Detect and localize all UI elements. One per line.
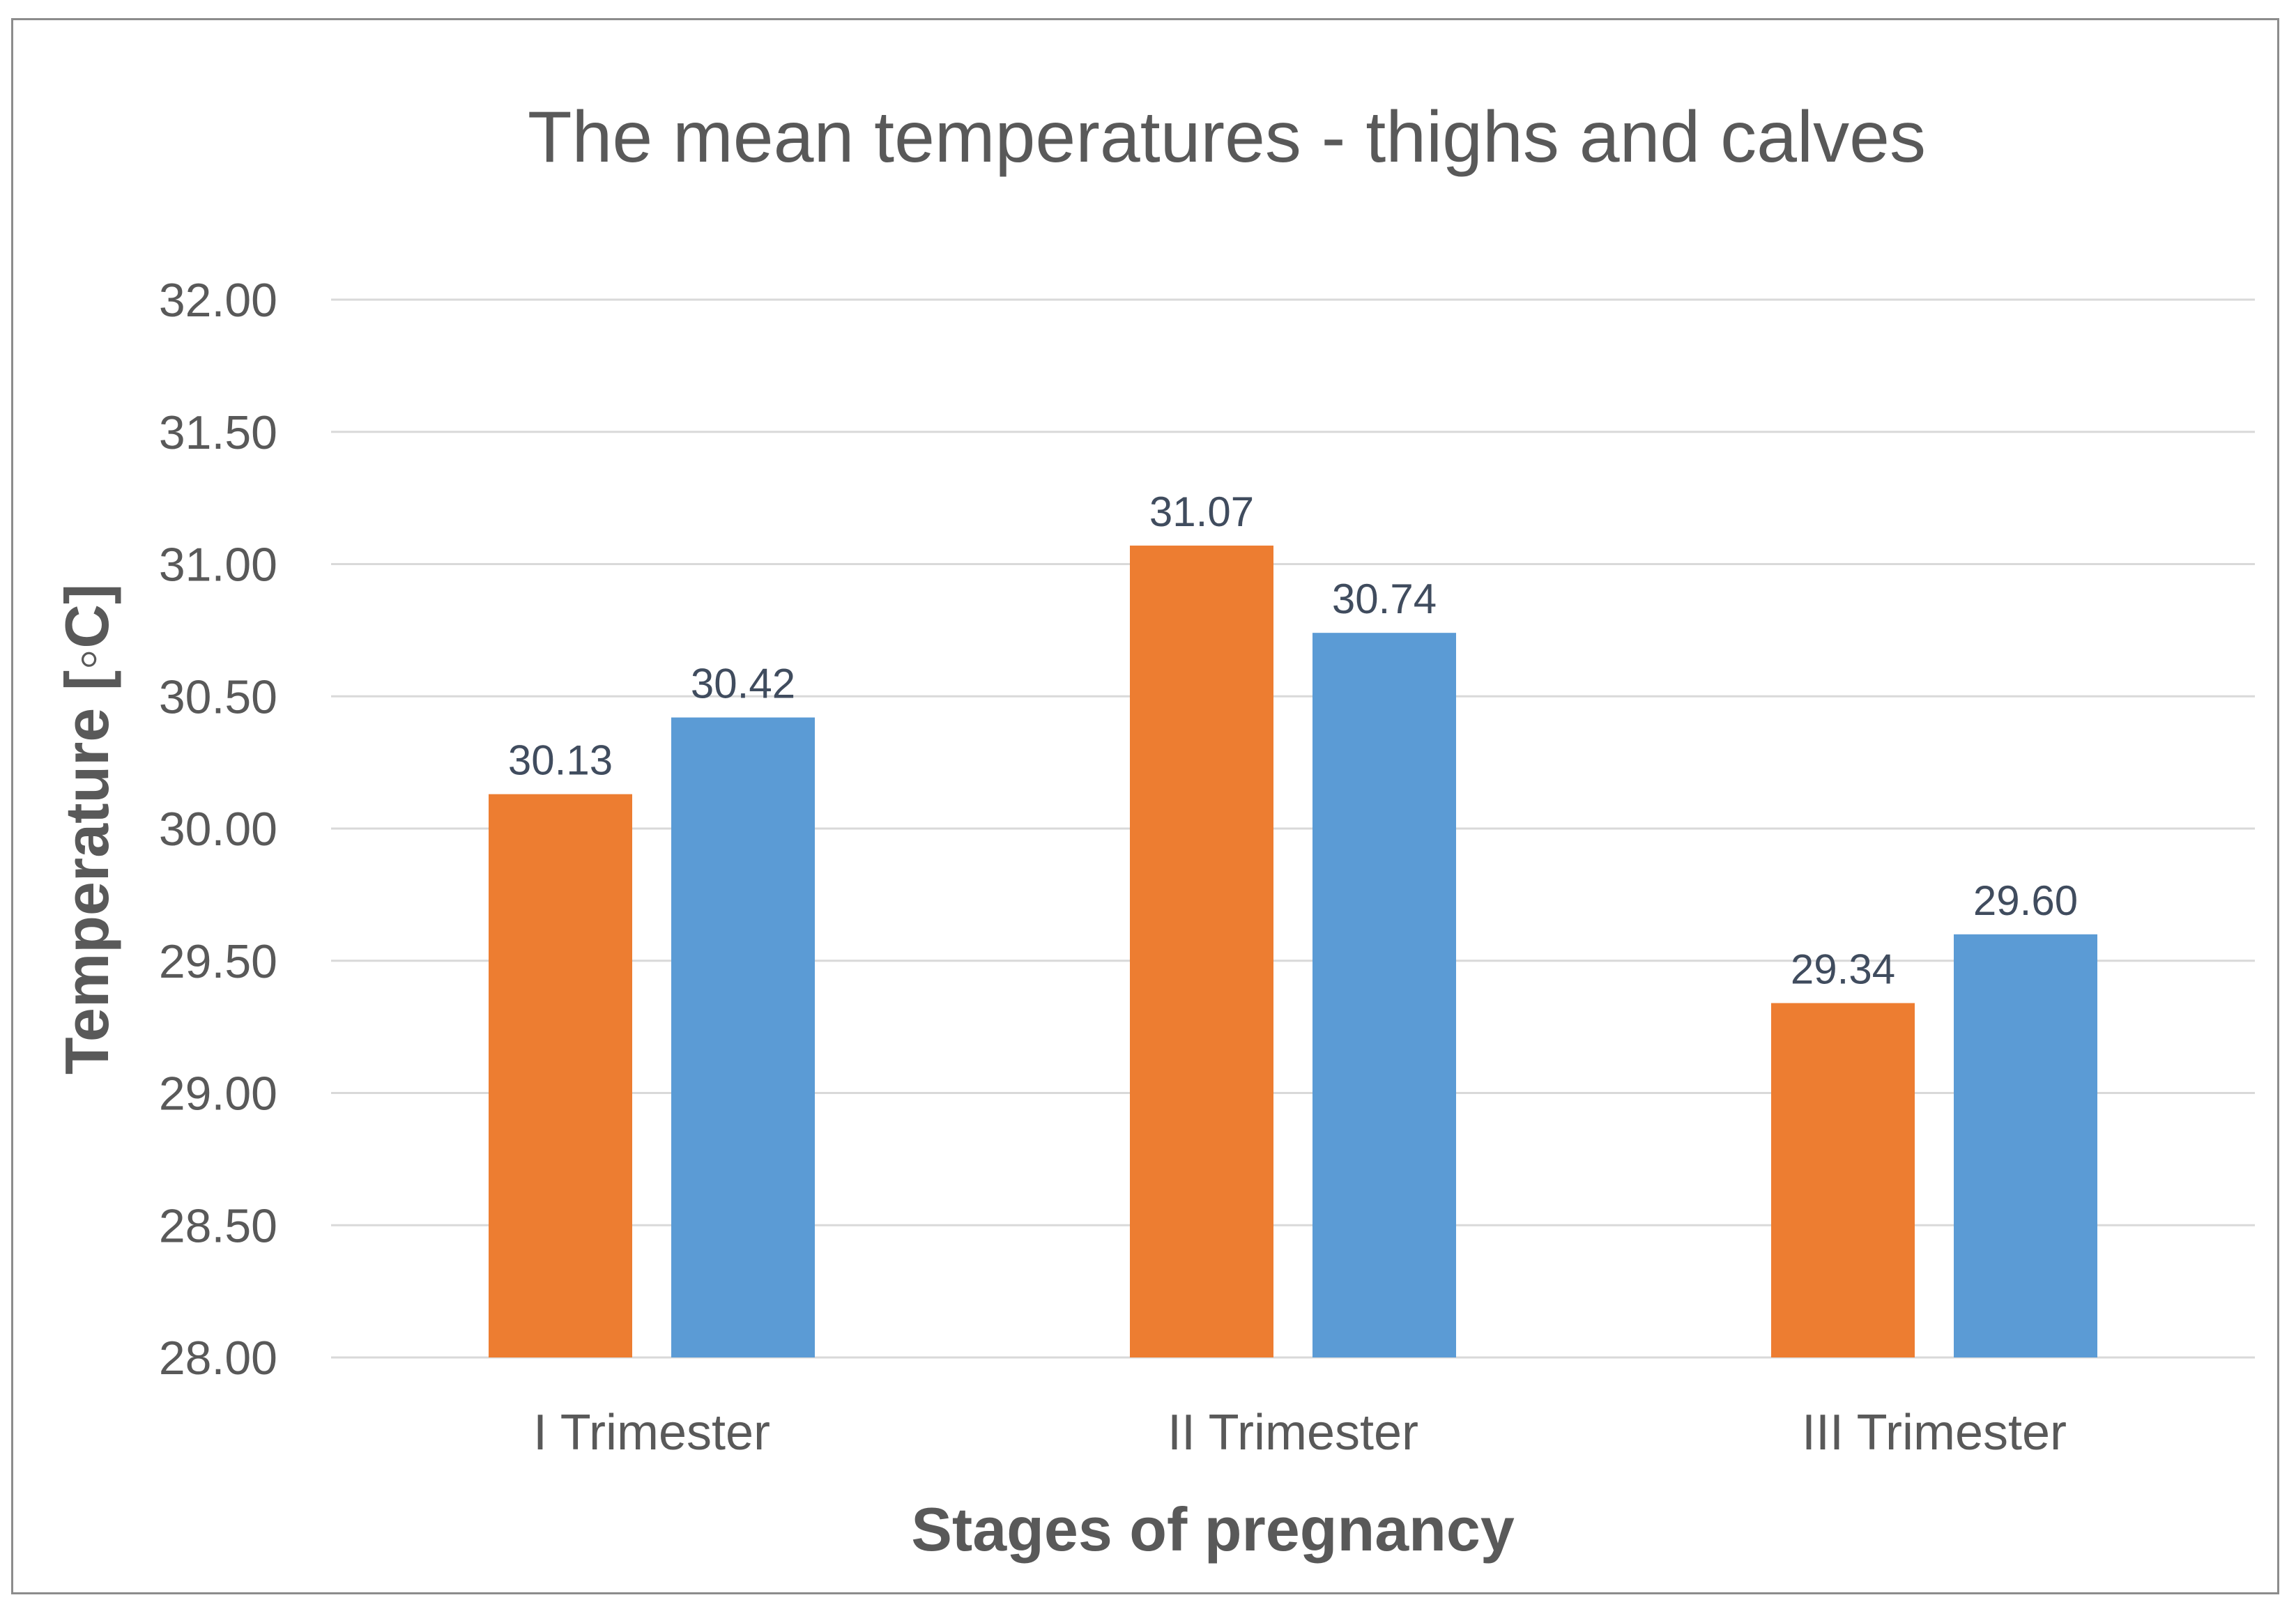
x-axis-title: Stages of pregnancy [911, 1495, 1515, 1564]
bar-2-1 [671, 717, 815, 1357]
y-tick-label: 31.00 [159, 539, 277, 592]
data-label: 29.60 [1973, 877, 2078, 924]
y-tick-label: 28.50 [159, 1199, 277, 1252]
bar-2-2 [1312, 633, 1456, 1358]
y-axis-title: Temperature [◦C] [52, 584, 121, 1075]
bar-2-3 [1954, 934, 2097, 1357]
y-tick-label: 29.00 [159, 1068, 277, 1121]
y-tick-label: 32.00 [159, 274, 277, 327]
x-category-label: I Trimester [533, 1405, 770, 1461]
y-axis-ticks: 28.00 28.50 29.00 29.50 30.00 30.50 31.00 31.50… [159, 274, 277, 1385]
x-category-label: III Trimester [1802, 1405, 2067, 1461]
bar-1-3 [1771, 1003, 1915, 1357]
y-tick-label: 31.50 [159, 406, 277, 459]
bars [489, 545, 2097, 1358]
y-tick-label: 29.50 [159, 935, 277, 988]
bar-1-1 [489, 794, 632, 1357]
data-labels: 30.13 30.42 31.07 30.74 29.34 29.60 [508, 488, 2078, 993]
chart-title: The mean temperatures - thighs and calve… [528, 97, 1926, 178]
data-label: 29.34 [1791, 946, 1895, 992]
data-label: 30.13 [508, 737, 613, 784]
y-tick-label: 30.00 [159, 803, 277, 856]
y-tick-label: 28.00 [159, 1332, 277, 1385]
data-label: 30.42 [691, 661, 795, 707]
data-label: 30.74 [1332, 576, 1437, 622]
gridlines [331, 298, 2255, 1359]
y-tick-label: 30.50 [159, 670, 277, 723]
x-axis-categories: I Trimester II Trimester III Trimester [533, 1405, 2067, 1461]
data-label: 31.07 [1149, 488, 1254, 535]
x-category-label: II Trimester [1168, 1405, 1418, 1461]
bar-1-2 [1130, 545, 1273, 1357]
